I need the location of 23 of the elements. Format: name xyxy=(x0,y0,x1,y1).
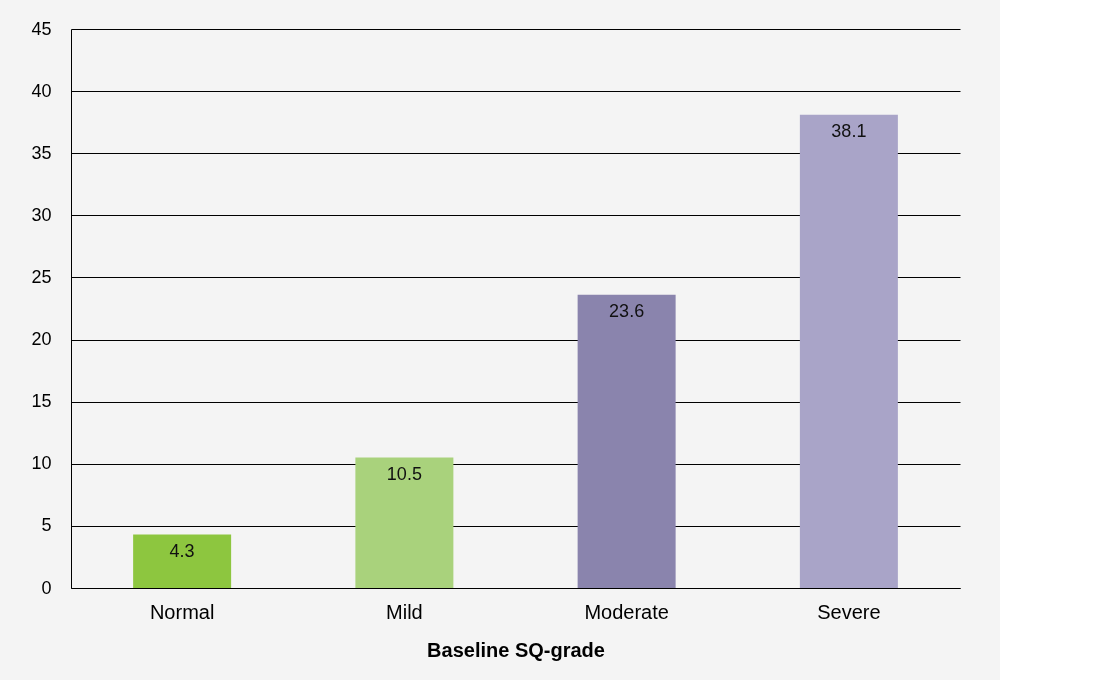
data-label: 10.5 xyxy=(386,463,422,484)
y-tick-label: 5 xyxy=(41,515,52,536)
bar xyxy=(133,534,232,588)
y-tick-label: 45 xyxy=(31,18,52,39)
y-tick-label: 15 xyxy=(31,391,52,412)
data-label: 4.3 xyxy=(169,540,195,561)
y-tick-label: 30 xyxy=(31,204,52,225)
x-axis-title: Baseline SQ-grade xyxy=(427,638,605,661)
x-tick-label: Normal xyxy=(149,600,215,623)
bar xyxy=(577,294,676,588)
x-tick-label: Severe xyxy=(817,600,881,623)
bar xyxy=(355,457,454,588)
data-label: 23.6 xyxy=(609,300,645,321)
x-tick-label: Moderate xyxy=(584,600,669,623)
y-tick-label: 20 xyxy=(31,329,52,350)
y-tick-label: 35 xyxy=(31,142,52,163)
bar xyxy=(799,114,898,588)
y-tick-label: 0 xyxy=(41,577,52,598)
y-tick-label: 25 xyxy=(31,266,52,287)
y-tick-label: 40 xyxy=(31,80,52,101)
x-tick-label: Mild xyxy=(386,600,423,623)
data-label: 38.1 xyxy=(831,120,867,141)
y-tick-label: 10 xyxy=(31,453,52,474)
